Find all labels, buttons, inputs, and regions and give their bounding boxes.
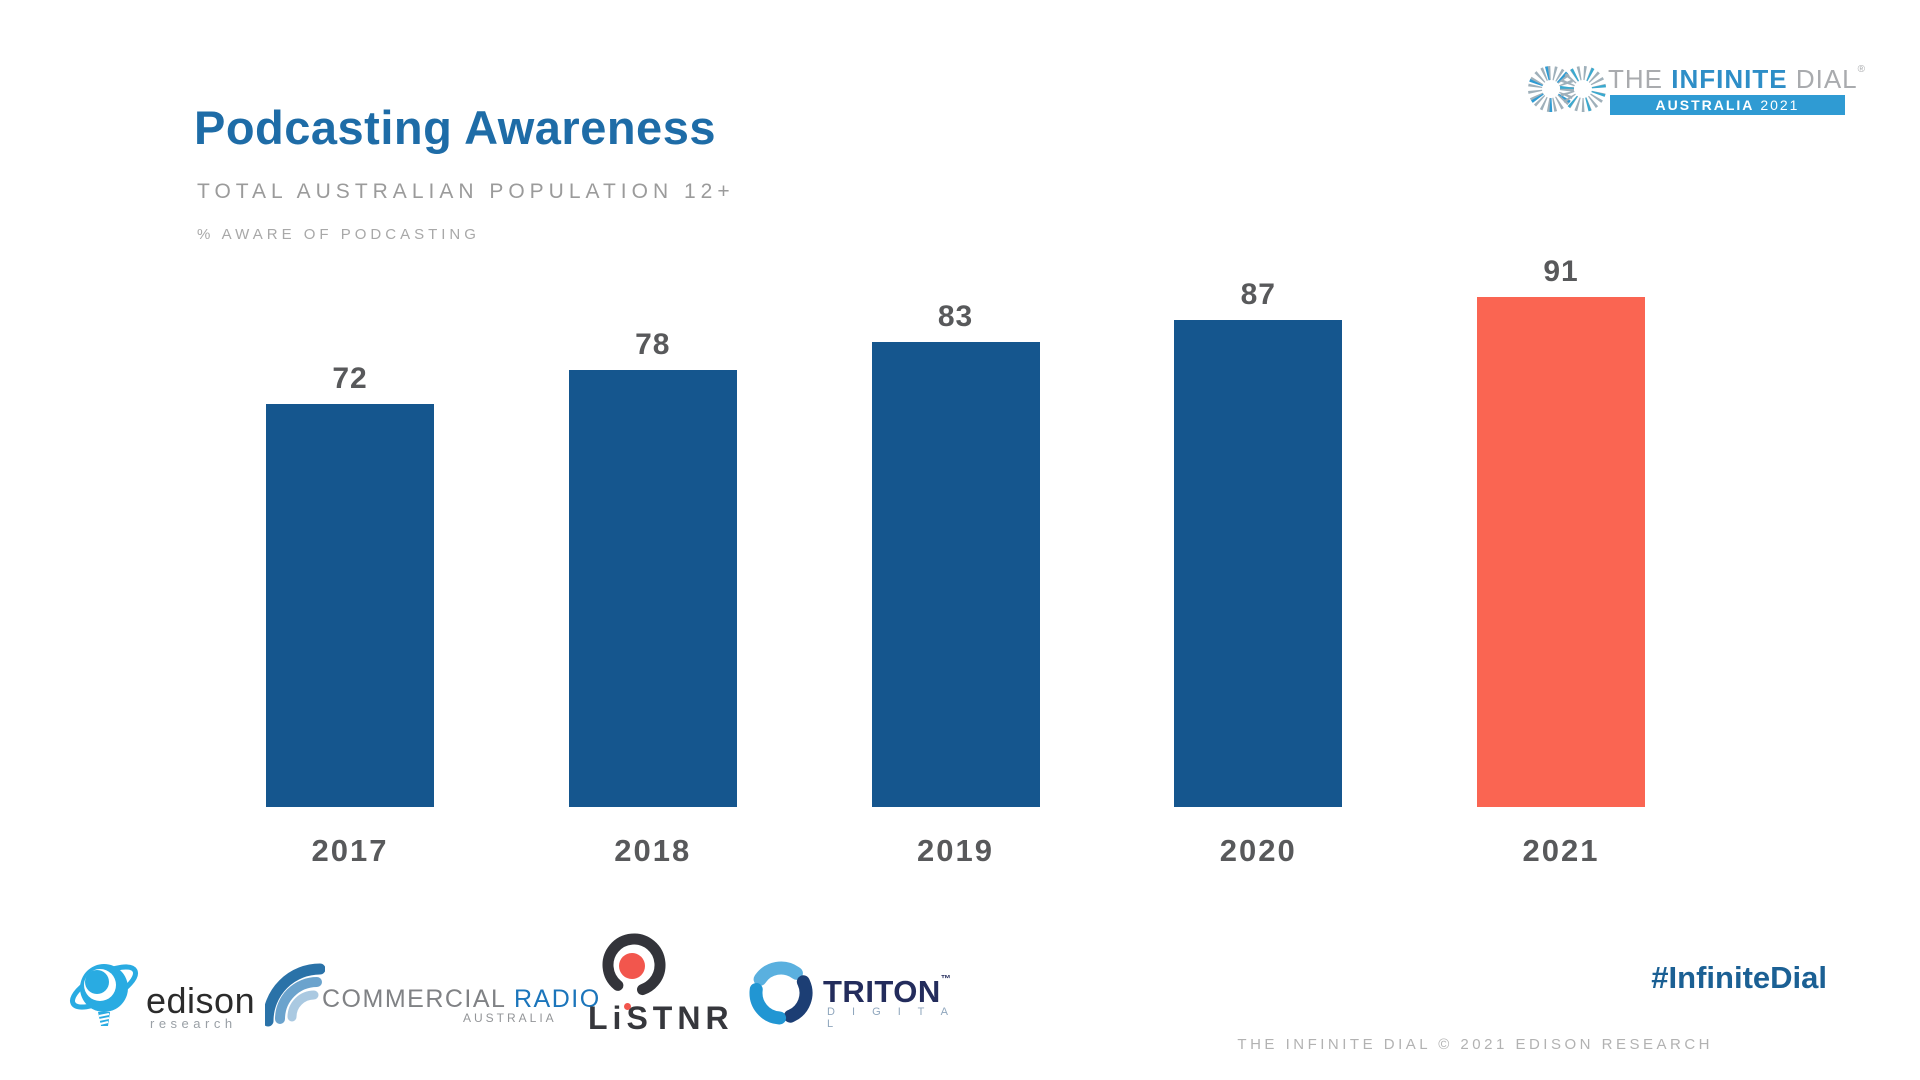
banner-country: AUSTRALIA: [1655, 97, 1755, 113]
cra-australia-label: AUSTRALIA: [463, 1011, 557, 1025]
triton-wordmark: TRITON™: [823, 974, 951, 1010]
triton-digital-label: D I G I T A L: [827, 1006, 955, 1030]
hashtag: #InfiniteDial: [1651, 960, 1827, 995]
year-label-2018: 2018: [614, 833, 692, 868]
triton-name: TRITON: [823, 974, 941, 1009]
triton-tm: ™: [940, 974, 952, 985]
triton-digital-logo: TRITON™ D I G I T A L: [745, 956, 965, 1036]
year-label-2021: 2021: [1522, 833, 1600, 868]
infinite-dial-wordmark: THE INFINITE DIAL®: [1608, 64, 1866, 95]
registered-mark: ®: [1857, 64, 1866, 75]
value-label-2018: 78: [635, 328, 671, 361]
banner-year: 2021: [1760, 97, 1800, 113]
year-label-2017: 2017: [311, 833, 389, 868]
metric-label: % AWARE OF PODCASTING: [197, 226, 480, 243]
listnr-i-dot: [624, 1003, 631, 1010]
cra-wordmark: COMMERCIAL RADIO: [322, 985, 601, 1014]
logo-dial: DIAL: [1795, 64, 1858, 94]
page-title: Podcasting Awareness: [194, 101, 716, 154]
edison-research-label: research: [150, 1016, 237, 1031]
bar-2019: [871, 342, 1040, 807]
edison-planet-icon: [69, 964, 139, 1026]
bar-2017: [266, 404, 434, 807]
commercial-radio-australia-logo: COMMERCIAL RADIO AUSTRALIA: [262, 953, 599, 1033]
cra-radio: RADIO: [513, 985, 601, 1013]
logo-infinite: INFINITE: [1671, 64, 1788, 94]
logo-the: THE: [1608, 64, 1663, 94]
listnr-logo: LiSTNR: [588, 932, 729, 1042]
bar-2021: [1477, 297, 1645, 807]
bar-2018: [568, 370, 737, 807]
australia-2021-banner: AUSTRALIA 2021: [1610, 95, 1845, 115]
value-label-2017: 72: [332, 362, 368, 395]
edison-research-logo: edison research: [68, 950, 258, 1045]
year-label-2020: 2020: [1219, 833, 1297, 868]
year-label-2019: 2019: [917, 833, 994, 868]
subtitle: TOTAL AUSTRALIAN POPULATION 12+: [197, 180, 735, 203]
cra-wave-icon: [262, 963, 326, 1027]
value-label-2019: 83: [937, 300, 974, 333]
listnr-dial-icon: [602, 933, 666, 997]
cra-commercial: COMMERCIAL: [322, 985, 514, 1013]
value-label-2020: 87: [1240, 278, 1276, 311]
copyright-line: THE INFINITE DIAL © 2021 EDISON RESEARCH: [1237, 1036, 1713, 1053]
bar-2020: [1174, 320, 1343, 807]
value-label-2021: 91: [1543, 255, 1579, 288]
triton-swirl-icon: [749, 961, 813, 1025]
listnr-wordmark: LiSTNR: [588, 1000, 734, 1036]
infinite-dial-logo: THE INFINITE DIAL® AUSTRALIA 2021: [1528, 58, 1865, 118]
edison-wordmark: edison: [146, 980, 256, 1021]
infinity-icon: [1528, 66, 1606, 112]
